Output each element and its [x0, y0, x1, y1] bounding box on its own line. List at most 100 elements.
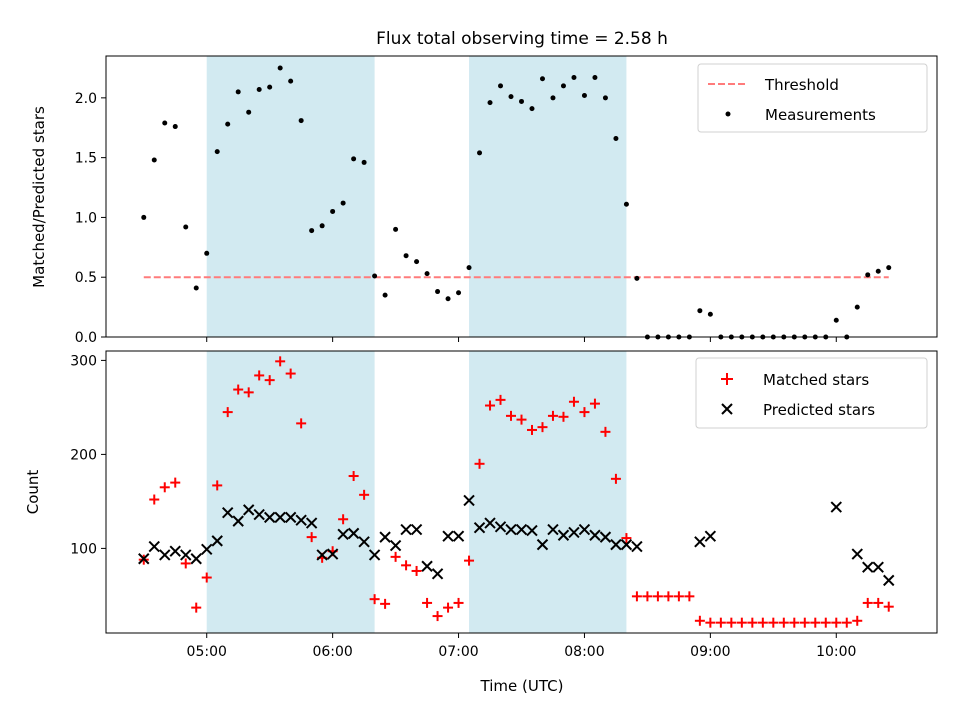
predicted-marker-b: [547, 523, 559, 536]
measurement-point: [697, 308, 703, 314]
predicted-marker-b: [589, 529, 601, 541]
predicted-star-point: [253, 508, 265, 521]
observing-interval-band: [469, 56, 627, 337]
matched-star-point: [820, 617, 831, 628]
matched-star-point: [285, 368, 296, 379]
matched-star-point: [222, 407, 233, 418]
matched-star-point: [579, 407, 590, 418]
predicted-marker-b: [305, 517, 318, 529]
y-tick-label: 200: [70, 447, 97, 463]
predicted-marker-b: [872, 561, 884, 573]
predicted-marker-b: [284, 511, 297, 524]
matched-star-point: [390, 551, 401, 562]
observing-intervals: [206, 351, 627, 633]
predicted-star-point: [222, 506, 234, 519]
matched-star-point: [789, 617, 800, 628]
predicted-stars-points: [138, 494, 895, 587]
predicted-marker-b: [138, 553, 150, 565]
measurement-point: [487, 100, 493, 106]
measurement-point: [309, 228, 315, 234]
x-tick-label: 08:00: [564, 644, 604, 660]
measurement-point: [235, 89, 241, 95]
predicted-star-point: [610, 538, 622, 551]
count-y-label: Count: [24, 470, 42, 515]
measurement-point: [183, 224, 189, 230]
predicted-star-point: [358, 536, 370, 548]
predicted-marker-b: [232, 515, 244, 527]
predicted-marker-b: [347, 527, 360, 540]
predicted-marker-b: [599, 531, 612, 543]
predicted-star-point: [851, 548, 863, 560]
predicted-marker-b: [410, 523, 423, 536]
matched-star-point: [233, 384, 244, 395]
predicted-star-point: [442, 530, 454, 542]
predicted-marker-b: [704, 530, 717, 542]
predicted-star-point: [830, 501, 842, 513]
predicted-marker-b: [578, 523, 591, 536]
matched-star-point: [212, 480, 223, 491]
matched-star-point: [191, 602, 202, 613]
predicted-star-point: [872, 561, 884, 573]
predicted-marker-b: [180, 549, 192, 561]
matched-star-point: [642, 591, 653, 602]
matched-star-point: [411, 565, 422, 576]
measurement-point: [172, 124, 178, 130]
predicted-marker-b: [494, 521, 507, 533]
measurement-point: [424, 271, 430, 277]
predicted-star-point: [536, 538, 549, 551]
measurement-point: [602, 95, 608, 101]
predicted-marker-b: [295, 514, 307, 526]
measurement-point: [571, 75, 577, 81]
legend-measurements-swatch: [725, 111, 731, 117]
predicted-marker-b: [190, 553, 202, 565]
measurement-point: [634, 275, 640, 281]
predicted-marker-b: [620, 538, 633, 551]
predicted-star-point: [148, 540, 160, 553]
matched-star-point: [201, 572, 212, 583]
matched-star-point: [684, 591, 695, 602]
predicted-marker-b: [442, 530, 454, 542]
measurement-point: [529, 106, 535, 112]
measurement-point: [498, 83, 504, 89]
legend-predicted-label: Predicted stars: [763, 401, 875, 419]
predicted-marker-b: [473, 522, 486, 534]
predicted-star-point: [452, 530, 465, 542]
matched-star-point: [736, 617, 747, 628]
predicted-marker-b: [263, 511, 276, 524]
predicted-marker-b: [883, 574, 895, 587]
predicted-star-point: [159, 549, 171, 561]
matched-star-point: [506, 410, 517, 421]
measurement-point: [141, 214, 147, 220]
predicted-marker-b: [242, 504, 255, 516]
x-tick-label: 09:00: [690, 644, 730, 660]
predicted-star-point: [389, 539, 402, 552]
y-tick-label: 0.5: [75, 270, 97, 286]
matched-star-point: [306, 532, 317, 543]
ratio-panel-frame: [105, 55, 938, 338]
matched-star-point: [380, 598, 391, 609]
predicted-star-point: [295, 514, 307, 526]
matched-star-point: [610, 473, 621, 484]
measurement-point: [466, 265, 472, 271]
measurement-point: [225, 121, 231, 127]
matched-star-point: [159, 482, 170, 493]
matched-star-point: [726, 617, 737, 628]
predicted-star-point: [180, 549, 192, 561]
matched-star-point: [589, 398, 600, 409]
measurement-point: [519, 98, 524, 104]
matched-star-point: [547, 410, 558, 421]
y-tick-label: 300: [70, 353, 97, 369]
matched-star-point: [705, 617, 716, 628]
predicted-star-point: [337, 528, 349, 541]
y-tick-label: 2.0: [75, 91, 97, 107]
matched-star-point: [852, 615, 863, 626]
predicted-star-point: [704, 530, 717, 542]
measurement-point: [445, 296, 451, 302]
matched-star-point: [757, 617, 768, 628]
measurement-point: [319, 223, 325, 229]
measurement-point: [267, 84, 273, 90]
predicted-star-point: [505, 523, 517, 536]
predicted-star-point: [421, 560, 433, 572]
matched-stars-points: [138, 356, 894, 628]
